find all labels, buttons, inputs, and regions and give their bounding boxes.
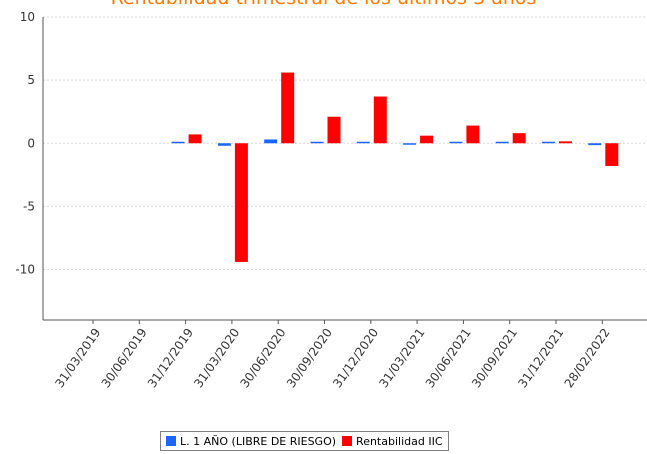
x-tick-label: 30/06/2019 <box>99 326 150 391</box>
axes <box>42 17 647 324</box>
legend: L. 1 AÑO (LIBRE DE RIESGO) Rentabilidad … <box>160 431 449 451</box>
y-tick-label: 10 <box>20 10 35 24</box>
x-tick-label: 31/12/2021 <box>515 326 566 391</box>
y-tick-labels: 10 5 0 -5 -10 <box>15 10 35 277</box>
bar-rentabilidad-iic <box>188 134 202 144</box>
chart-title: Rentabilidad trimestral de los últimos 3… <box>0 0 647 9</box>
bar-libre-riesgo <box>495 141 509 144</box>
bar-rentabilidad-iic <box>605 143 619 166</box>
bar-libre-riesgo <box>264 139 278 144</box>
x-tick-label: 30/09/2021 <box>469 326 520 391</box>
legend-item-iic: Rentabilidad IIC <box>342 434 443 448</box>
bar-rentabilidad-iic <box>234 143 248 262</box>
bar-rentabilidad-iic <box>559 141 572 144</box>
x-tick-label: 31/12/2019 <box>145 326 196 391</box>
x-tick-label: 31/03/2020 <box>191 326 242 391</box>
bar-rentabilidad-iic <box>281 72 295 144</box>
x-tick-label: 31/12/2020 <box>330 326 381 391</box>
legend-label-iic: Rentabilidad IIC <box>356 434 443 448</box>
legend-item-riesgo: L. 1 AÑO (LIBRE DE RIESGO) <box>166 435 336 448</box>
y-tick-label: 5 <box>27 73 35 87</box>
legend-swatch-blue <box>166 436 176 446</box>
bar-libre-riesgo <box>356 141 370 144</box>
legend-label-riesgo: L. 1 AÑO (LIBRE DE RIESGO) <box>180 434 337 448</box>
x-tick-labels: 31/03/201930/06/201931/12/201931/03/2020… <box>52 326 612 391</box>
x-tick-label: 31/03/2019 <box>52 326 103 391</box>
bar-rentabilidad-iic <box>420 135 434 144</box>
bar-libre-riesgo <box>449 141 463 144</box>
x-tick-label: 30/06/2021 <box>423 326 474 391</box>
bar-libre-riesgo <box>542 141 555 144</box>
bars <box>171 72 619 262</box>
x-tick-label: 28/02/2022 <box>562 326 613 391</box>
y-tick-label: -10 <box>15 263 35 277</box>
bar-rentabilidad-iic <box>373 96 387 144</box>
gridlines <box>43 16 647 270</box>
y-tick-label: -5 <box>23 199 35 213</box>
bar-libre-riesgo <box>217 143 231 146</box>
bar-libre-riesgo <box>310 141 324 144</box>
legend-swatch-red <box>342 436 353 446</box>
bar-libre-riesgo <box>588 143 602 146</box>
bar-rentabilidad-iic <box>466 125 480 144</box>
bar-libre-riesgo <box>171 141 185 144</box>
x-tick-label: 30/06/2020 <box>238 326 289 391</box>
bar-libre-riesgo <box>403 143 417 145</box>
bar-rentabilidad-iic <box>512 133 526 144</box>
x-tick-label: 30/09/2020 <box>284 326 335 391</box>
x-tick-label: 31/03/2021 <box>376 326 427 391</box>
bar-rentabilidad-iic <box>327 116 341 144</box>
y-tick-label: 0 <box>27 136 35 150</box>
